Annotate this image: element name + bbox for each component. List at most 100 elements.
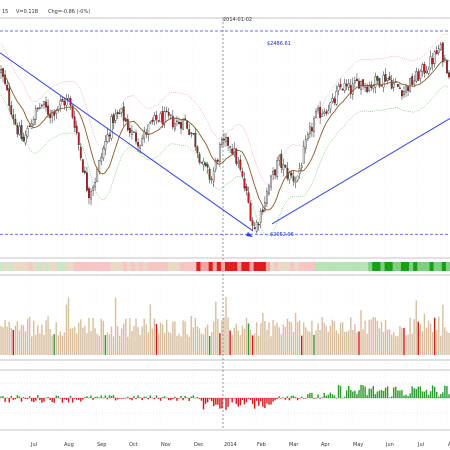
volume-bar [401, 327, 403, 355]
candle-body [245, 186, 248, 191]
candle-body [241, 171, 244, 177]
momentum-bar [194, 397, 197, 399]
volume-bar [26, 318, 29, 355]
x-axis-tick-label: Sep [97, 442, 106, 448]
candle-body [10, 105, 13, 115]
momentum-bar [170, 398, 172, 401]
volume-bar [82, 327, 84, 355]
volume-bar [300, 335, 303, 355]
heat-strip-cell [278, 262, 283, 271]
envelope-layer [0, 33, 450, 236]
momentum-bar [274, 398, 276, 401]
momentum-bar [280, 398, 282, 399]
momentum-bar [233, 398, 235, 399]
candle-body [286, 167, 289, 179]
candle-body [126, 119, 129, 131]
candle-body [47, 105, 49, 115]
momentum-bar [305, 397, 307, 399]
momentum-bar [255, 398, 258, 401]
momentum-bar [57, 396, 60, 398]
momentum-bar [362, 385, 364, 398]
heat-strip-cell [302, 262, 308, 271]
momentum-bar [125, 397, 127, 399]
heat-strip-cell [147, 262, 152, 271]
momentum-bar [268, 398, 270, 405]
volume-bar [141, 326, 143, 355]
candle-body [425, 71, 428, 73]
candle-body [155, 115, 158, 120]
momentum-bar [22, 397, 25, 398]
volume-bar [323, 322, 325, 355]
volume-bar [149, 304, 152, 355]
momentum-bar [53, 398, 55, 403]
momentum-bar [253, 398, 256, 409]
candle-body [153, 115, 156, 122]
candle-body [413, 80, 416, 85]
momentum-bar [266, 398, 268, 404]
heat-strip-cell [4, 262, 9, 271]
momentum-bar [61, 398, 64, 403]
volume-bar [417, 321, 420, 355]
momentum-bar [106, 398, 109, 400]
momentum-bar [262, 398, 264, 407]
heat-strip-cell [53, 262, 58, 271]
candle-body [26, 127, 29, 137]
momentum-bar [47, 396, 49, 398]
volume-bar [368, 319, 370, 355]
momentum-bar [241, 398, 244, 400]
candle-body [374, 76, 377, 88]
candle-body [186, 121, 189, 129]
candle-body [176, 120, 178, 122]
volume-bar [86, 333, 88, 355]
momentum-bar [444, 385, 446, 398]
candle-body [71, 105, 74, 118]
volume-bar [431, 331, 434, 355]
heat-strip-cell [143, 262, 148, 271]
volume-bar [174, 321, 176, 355]
volume-bar [433, 317, 436, 355]
volume-bar [280, 334, 282, 355]
heat-strip-cell [355, 262, 361, 271]
candle-body [24, 134, 27, 144]
volume-bar [100, 318, 102, 355]
candle-body [178, 122, 180, 125]
volume-bar [278, 327, 280, 355]
momentum-bar [335, 398, 338, 399]
candle-body [196, 146, 199, 154]
candle-body [257, 223, 260, 226]
momentum-bar [423, 391, 426, 398]
momentum-bar [137, 395, 139, 398]
volume-bar [407, 334, 409, 355]
volume-bar [96, 333, 98, 355]
momentum-bar [80, 398, 82, 402]
heat-strip-cell [351, 262, 357, 271]
volume-bar [22, 325, 25, 355]
candle-body [231, 148, 234, 154]
candle-body [278, 155, 281, 161]
volume-bar [151, 328, 154, 355]
candle-body [448, 72, 450, 78]
volume-bar [258, 335, 260, 355]
candle-body [282, 164, 285, 171]
candle-body [376, 76, 379, 81]
candle-body [294, 181, 297, 183]
momentum-bar [184, 395, 186, 398]
momentum-bar [413, 388, 415, 398]
candle-body [51, 110, 54, 118]
candle-body [433, 51, 436, 64]
volume-bar [47, 316, 49, 355]
candle-body [214, 160, 217, 170]
momentum-bar [129, 398, 131, 400]
momentum-bar [0, 396, 2, 398]
candle-body [114, 113, 117, 121]
heat-strip-cell [118, 262, 123, 271]
candle-body [284, 165, 287, 168]
volume-bar [290, 322, 293, 355]
candle-body [188, 129, 191, 135]
momentum-bar [84, 396, 86, 398]
momentum-bar [110, 396, 113, 398]
momentum-bar [438, 396, 440, 398]
volume-bar [41, 324, 43, 355]
momentum-bar [219, 398, 221, 409]
heat-strip-cell [65, 262, 70, 271]
